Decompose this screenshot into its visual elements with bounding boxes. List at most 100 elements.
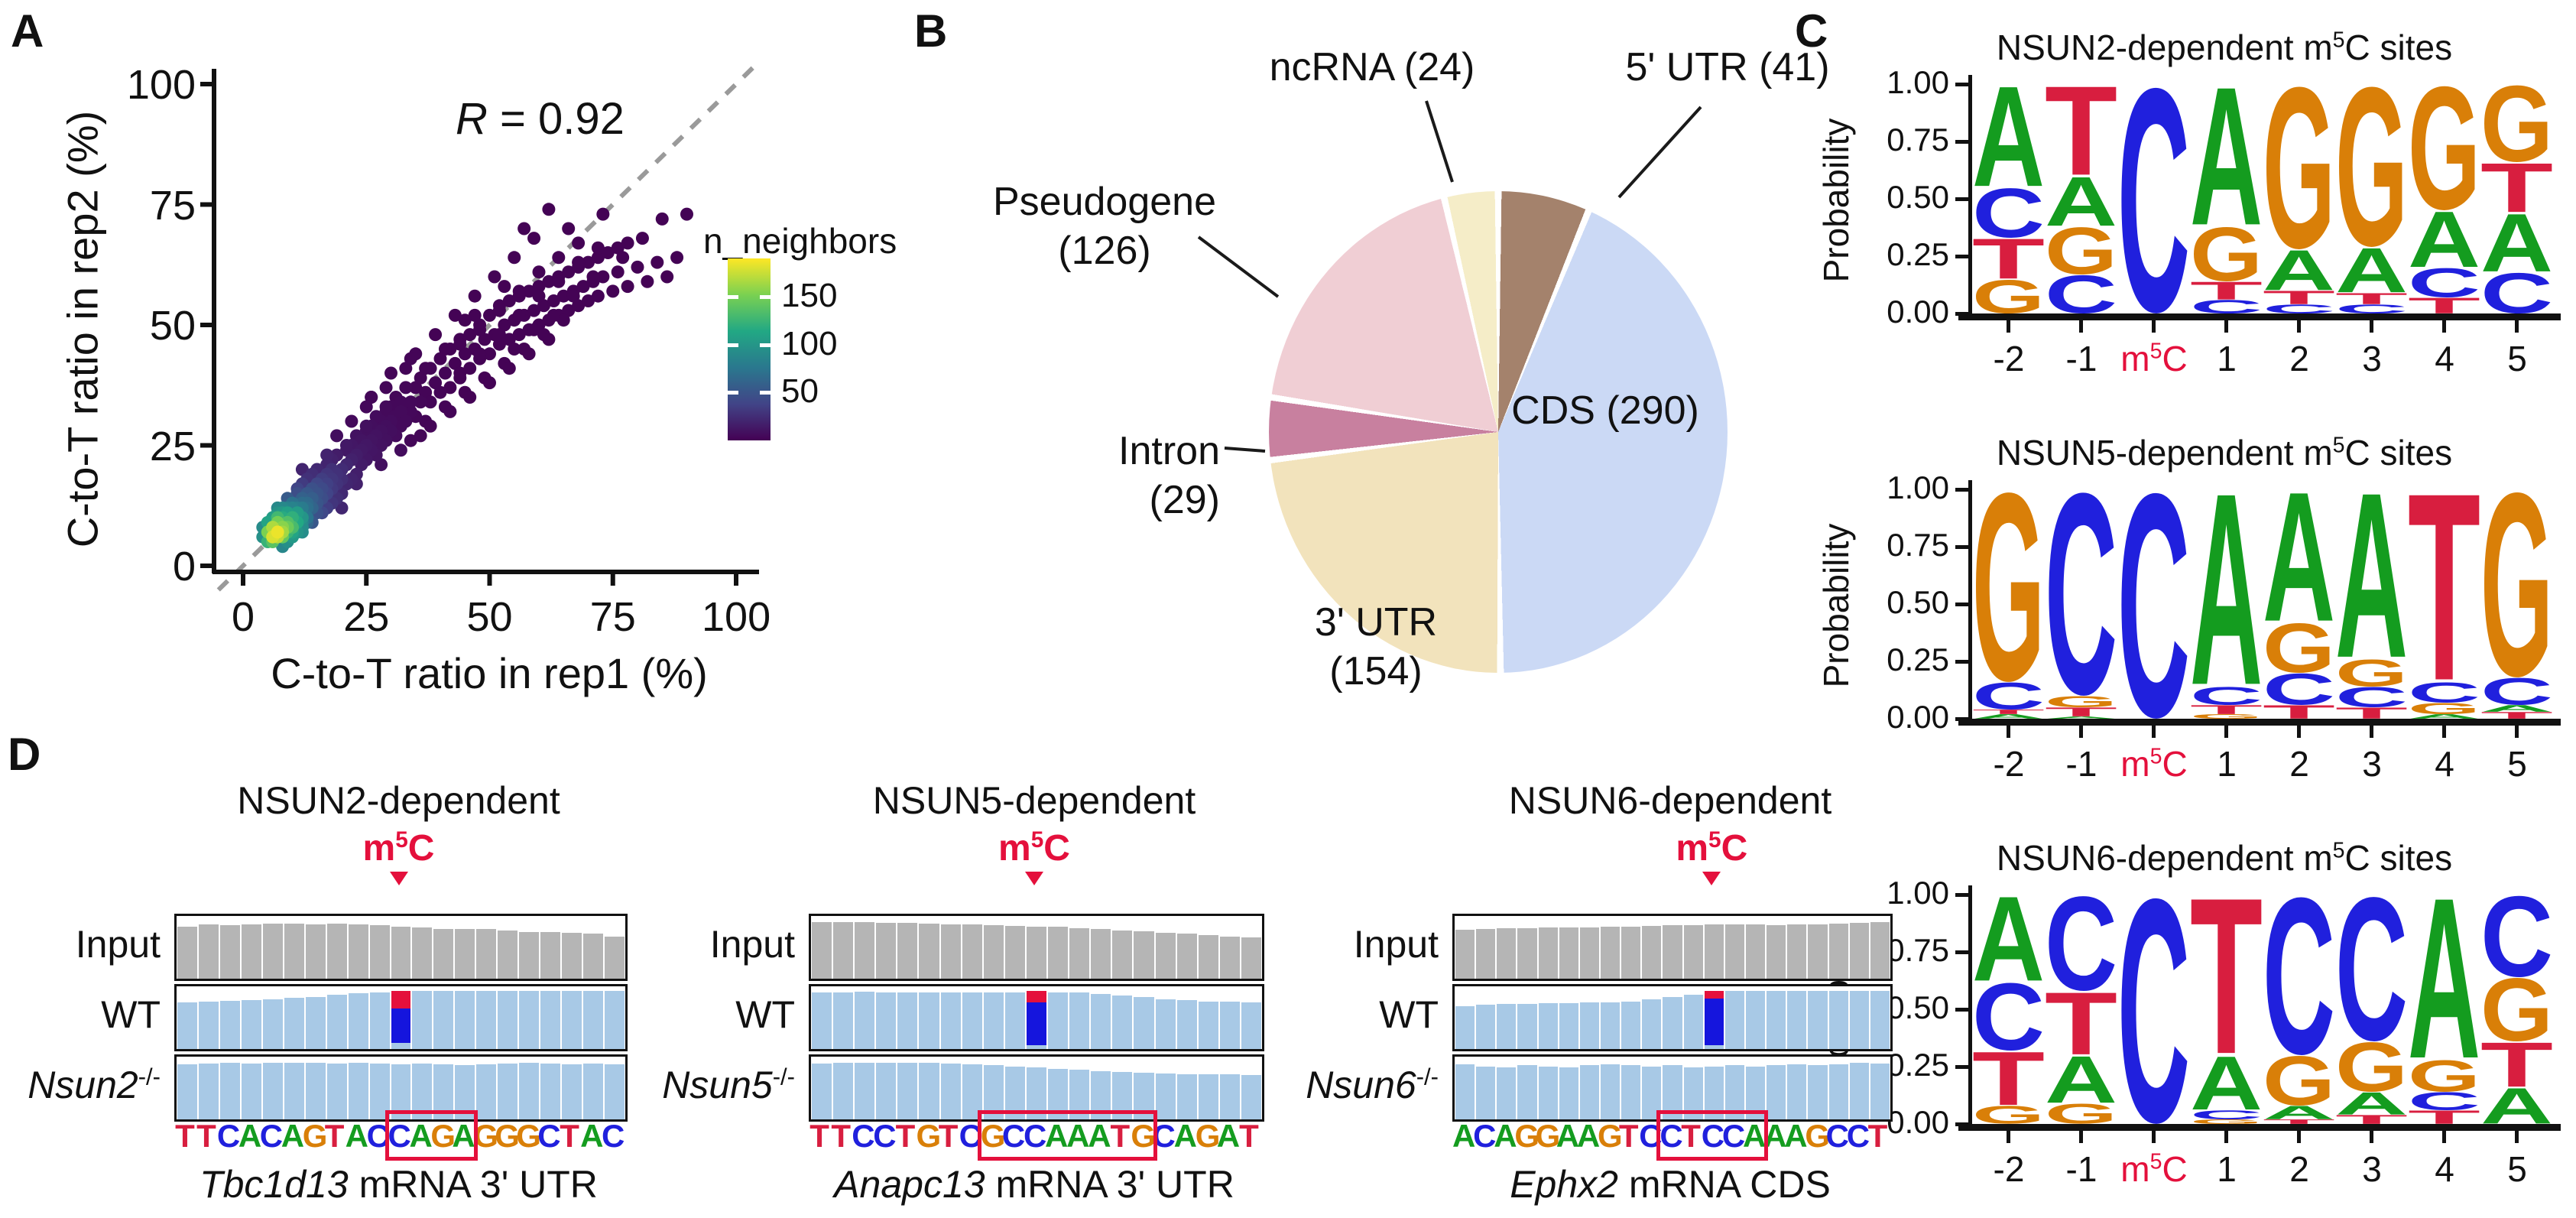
coverage-bar: [284, 923, 304, 979]
scatter-point: [379, 400, 393, 414]
coverage-bar: [1767, 991, 1786, 1049]
logo-letter-A: A: [2190, 1055, 2263, 1110]
logo-letter-T: T: [2408, 489, 2480, 682]
coverage-bar: [1134, 931, 1154, 979]
scatter-point: [404, 395, 417, 409]
logo-y-tick: [1955, 139, 1968, 144]
colorbar: [728, 258, 771, 440]
scatter-point: [572, 236, 586, 250]
scatter-point: [468, 308, 482, 322]
coverage-bar: [1497, 1003, 1517, 1049]
coverage-bar: [1241, 1002, 1261, 1049]
sequence-letter: C: [1473, 1118, 1497, 1154]
coverage-bar: [605, 991, 625, 1049]
logo-letter-A: A: [1972, 714, 2045, 719]
coverage-bar: [1746, 924, 1766, 979]
svg-text:T: T: [2263, 291, 2335, 304]
m5c-arrow-icon: [1702, 872, 1721, 885]
logo-letter-A: A: [2045, 176, 2117, 226]
coverage-bar: [241, 924, 261, 979]
coverage-bar: [1004, 992, 1025, 1049]
logo-letter-C: C: [2335, 304, 2408, 313]
coverage-bar: [198, 1064, 219, 1119]
coverage-bar: [1870, 922, 1890, 979]
scatter-point: [527, 232, 541, 245]
logo-x-tick: [2007, 1131, 2010, 1143]
coverage-bar: [455, 928, 475, 979]
panel-a-label: A: [11, 5, 44, 57]
logo-letter-G: G: [2263, 84, 2335, 249]
pie-label-cds: CDS (290): [1511, 388, 1699, 433]
logo-letter-T: T: [2190, 705, 2263, 714]
logo-letter-A: A: [2408, 210, 2480, 268]
sequence-letter: C: [1825, 1118, 1849, 1154]
logo-y-tick: [1955, 1064, 1968, 1069]
coverage-bar: [897, 1062, 918, 1119]
scatter-point: [502, 362, 516, 375]
coverage-bar: [1808, 991, 1828, 1049]
track-group-title: NSUN6-dependent: [1508, 779, 1832, 822]
logo-x-tick-label: 4: [2435, 744, 2454, 784]
logo-letter-T: T: [2045, 991, 2117, 1055]
svg-text:A: A: [2480, 1087, 2553, 1124]
logo-x-tick: [2007, 726, 2010, 738]
scatter-point: [399, 414, 413, 428]
logo-x-tick-label: 5: [2507, 339, 2527, 378]
svg-text:T: T: [2263, 705, 2335, 719]
coverage-bar: [605, 1064, 625, 1119]
svg-text:A: A: [2480, 213, 2553, 272]
scatter-point: [601, 246, 615, 259]
sequence-letter: A: [1494, 1118, 1517, 1154]
coverage-bar: [1004, 925, 1025, 979]
coverage-bar: [519, 1063, 540, 1119]
sequence-letter: C: [1659, 1118, 1683, 1154]
converted-c-bar: [391, 1008, 411, 1044]
sequence-letter: T: [895, 1118, 916, 1154]
scatter-point: [330, 429, 344, 443]
sequence-letter: C: [852, 1118, 875, 1154]
logo-letter-C: C: [2408, 1092, 2480, 1110]
scatter-point: [508, 343, 521, 356]
sequence-letter: A: [1216, 1118, 1241, 1154]
coverage-bar: [940, 1064, 961, 1119]
coverage-bar: [1476, 1005, 1496, 1049]
logo-x-tick: [2515, 1131, 2519, 1143]
coverage-bar: [498, 1064, 518, 1119]
svg-text:C: C: [2045, 274, 2117, 313]
sequence-letter: T: [1867, 1118, 1888, 1154]
sequence-letter: A: [452, 1118, 475, 1154]
scatter-point: [655, 212, 669, 226]
logo-letter-A: A: [2335, 489, 2408, 659]
scatter-point: [562, 304, 576, 317]
svg-text:A: A: [2190, 489, 2263, 687]
sequence-letter: T: [831, 1118, 851, 1154]
scatter-point: [596, 270, 610, 284]
scatter-point: [399, 362, 413, 375]
coverage-bar: [962, 992, 982, 1049]
coverage-track-rna: [1452, 984, 1893, 1051]
svg-text:A: A: [2335, 1092, 2408, 1115]
coverage-bar: [897, 923, 918, 979]
panel-c-label: C: [1795, 5, 1828, 57]
sequence-letter: A: [345, 1118, 368, 1154]
logo-y-tick: [1955, 1007, 1968, 1012]
scatter-point: [463, 362, 477, 375]
svg-text:T: T: [2045, 84, 2117, 176]
coverage-track-rna: [174, 984, 628, 1051]
svg-text:G: G: [2045, 226, 2117, 274]
coverage-bar: [177, 1002, 197, 1049]
svg-text:C: C: [2045, 895, 2117, 991]
pie-label-intron: Intron (29): [1118, 429, 1220, 522]
logo-y-tick: [1955, 950, 1968, 954]
logo-letter-A: A: [2408, 895, 2480, 1060]
scatter-point: [394, 395, 407, 409]
sequence-letter: T: [938, 1118, 959, 1154]
svg-text:C: C: [2117, 84, 2190, 313]
svg-text:A: A: [2190, 84, 2263, 226]
logo-letter-G: G: [2480, 489, 2553, 677]
logo-y-tick-label: 0.25: [1887, 1047, 1949, 1083]
